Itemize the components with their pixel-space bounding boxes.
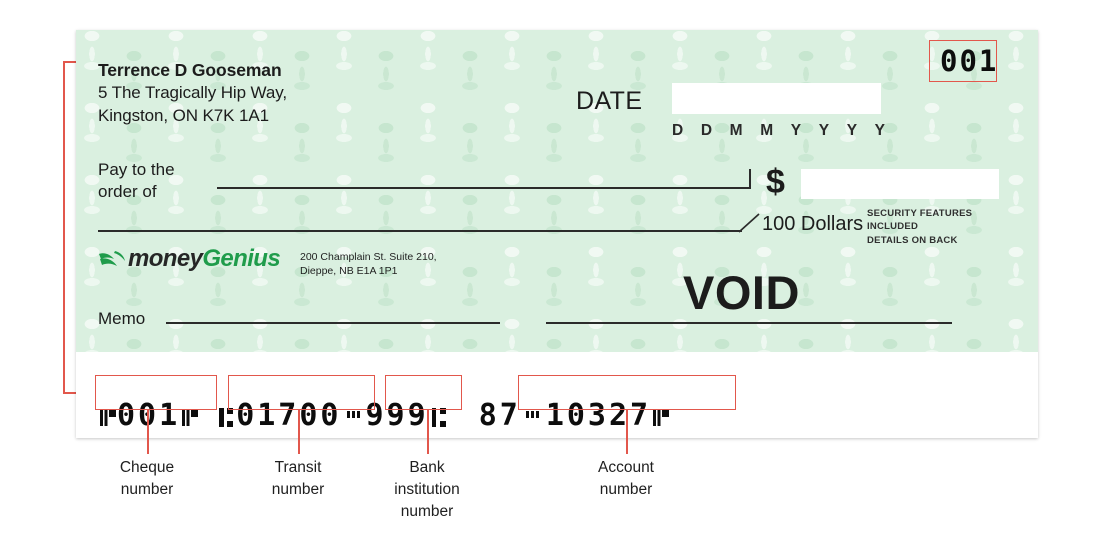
callout-line-2: institution bbox=[394, 481, 460, 498]
signature-input-line[interactable] bbox=[546, 322, 952, 324]
bank-logo-wordmark: moneyGenius bbox=[128, 245, 281, 273]
bank-logo: moneyGenius bbox=[98, 245, 281, 273]
pay-to-order-label-line-1: Pay to the bbox=[98, 160, 175, 179]
payee-line-end-tick bbox=[749, 169, 751, 189]
date-format-char: M bbox=[729, 122, 743, 139]
date-format-char: Y bbox=[846, 122, 858, 139]
date-format-char: Y bbox=[874, 122, 885, 139]
date-format-hint: D D M M Y Y Y Y bbox=[672, 122, 885, 140]
bank-logo-word-money: money bbox=[128, 245, 203, 272]
memo-label: Memo bbox=[98, 309, 146, 328]
callout-line-2: number bbox=[271, 481, 325, 498]
micr-bank-institution-number-digits: 999 bbox=[365, 398, 429, 433]
callout-leader-account-number bbox=[626, 410, 628, 454]
bank-address-line-2: Dieppe, NB E1A 1P1 bbox=[300, 264, 398, 277]
callout-label-transit-number: Transit number bbox=[228, 457, 368, 501]
callout-leader-bank-institution-number bbox=[427, 410, 429, 454]
amount-words-denomination: 100 Dollars bbox=[762, 213, 864, 235]
security-notice-line-1: SECURITY FEATURES bbox=[867, 208, 973, 219]
micr-transit-symbol-icon bbox=[218, 403, 235, 429]
payer-block: Terrence D Gooseman 5 The Tragically Hip… bbox=[98, 59, 287, 127]
callout-line-1: Transit bbox=[274, 459, 322, 476]
currency-symbol: $ bbox=[766, 163, 785, 201]
memo-input-line[interactable] bbox=[166, 322, 500, 324]
callout-label-bank-institution-number: Bank institution number bbox=[357, 457, 497, 523]
cheque-card: Terrence D Gooseman 5 The Tragically Hip… bbox=[76, 30, 1038, 438]
leaf-swoosh-icon bbox=[99, 251, 125, 266]
payer-address-line-1: 5 The Tragically Hip Way, bbox=[98, 83, 287, 103]
amount-numeric-input[interactable] bbox=[801, 169, 999, 199]
pay-to-order-label: Pay to the order of bbox=[98, 159, 175, 203]
micr-on-us-symbol-icon bbox=[99, 403, 116, 429]
callout-leader-transit-number bbox=[298, 410, 300, 454]
cheque-serial-number: 001 bbox=[940, 44, 999, 78]
payee-input-line[interactable] bbox=[217, 187, 751, 189]
date-format-char: Y bbox=[818, 122, 830, 139]
callout-line-3: number bbox=[400, 503, 454, 520]
micr-segment-bank-institution-number: 999 bbox=[366, 398, 429, 433]
cheque-micr-strip-background bbox=[76, 352, 1038, 438]
micr-transit-symbol-icon bbox=[431, 403, 448, 429]
micr-on-us-symbol-icon bbox=[181, 403, 199, 429]
callout-line-1: Cheque bbox=[119, 459, 175, 476]
date-format-char: M bbox=[760, 122, 774, 139]
callout-line-1: Account bbox=[597, 459, 654, 476]
date-format-char: Y bbox=[790, 122, 802, 139]
callout-label-account-number: Account number bbox=[556, 457, 696, 501]
bank-logo-word-genius: Genius bbox=[202, 245, 281, 272]
date-label: DATE bbox=[576, 87, 643, 115]
callout-line-2: number bbox=[120, 481, 174, 498]
date-input[interactable] bbox=[672, 83, 881, 114]
security-features-notice: SECURITY FEATURES INCLUDED DETAILS ON BA… bbox=[867, 207, 972, 247]
bank-address: 200 Champlain St. Suite 210, Dieppe, NB … bbox=[300, 251, 437, 279]
pay-to-order-label-line-2: order of bbox=[98, 181, 157, 201]
callout-leader-cheque-number bbox=[147, 410, 149, 454]
connector-serial-vertical-left bbox=[63, 61, 65, 393]
security-notice-line-3: DETAILS ON BACK bbox=[867, 234, 958, 246]
payer-address-line-2: Kingston, ON K7K 1A1 bbox=[98, 105, 269, 125]
callout-line-2: number bbox=[599, 481, 653, 498]
micr-account-number-digits-2: 10327 bbox=[545, 398, 652, 433]
bank-address-line-1: 200 Champlain St. Suite 210, bbox=[300, 251, 437, 263]
micr-segment-account-number: 87 10327 bbox=[479, 398, 670, 433]
amount-words-line-slash bbox=[738, 213, 760, 233]
micr-on-us-symbol-icon bbox=[652, 403, 670, 429]
micr-transit-number-digits: 01700 bbox=[236, 398, 342, 433]
micr-amount-symbol-icon bbox=[346, 403, 363, 429]
void-stamp: VOID bbox=[683, 266, 800, 319]
payer-name: Terrence D Gooseman bbox=[98, 60, 282, 80]
micr-amount-symbol-icon bbox=[525, 403, 542, 429]
micr-account-number-digits-1: 87 bbox=[478, 398, 521, 433]
micr-segment-transit-number: 01700 bbox=[217, 398, 341, 433]
date-format-char: D bbox=[700, 122, 713, 139]
date-format-char: D bbox=[672, 122, 684, 139]
callout-label-cheque-number: Cheque number bbox=[77, 457, 217, 501]
security-notice-line-2: INCLUDED bbox=[867, 221, 919, 233]
callout-line-1: Bank bbox=[409, 459, 445, 476]
amount-words-input-line[interactable] bbox=[98, 230, 742, 232]
